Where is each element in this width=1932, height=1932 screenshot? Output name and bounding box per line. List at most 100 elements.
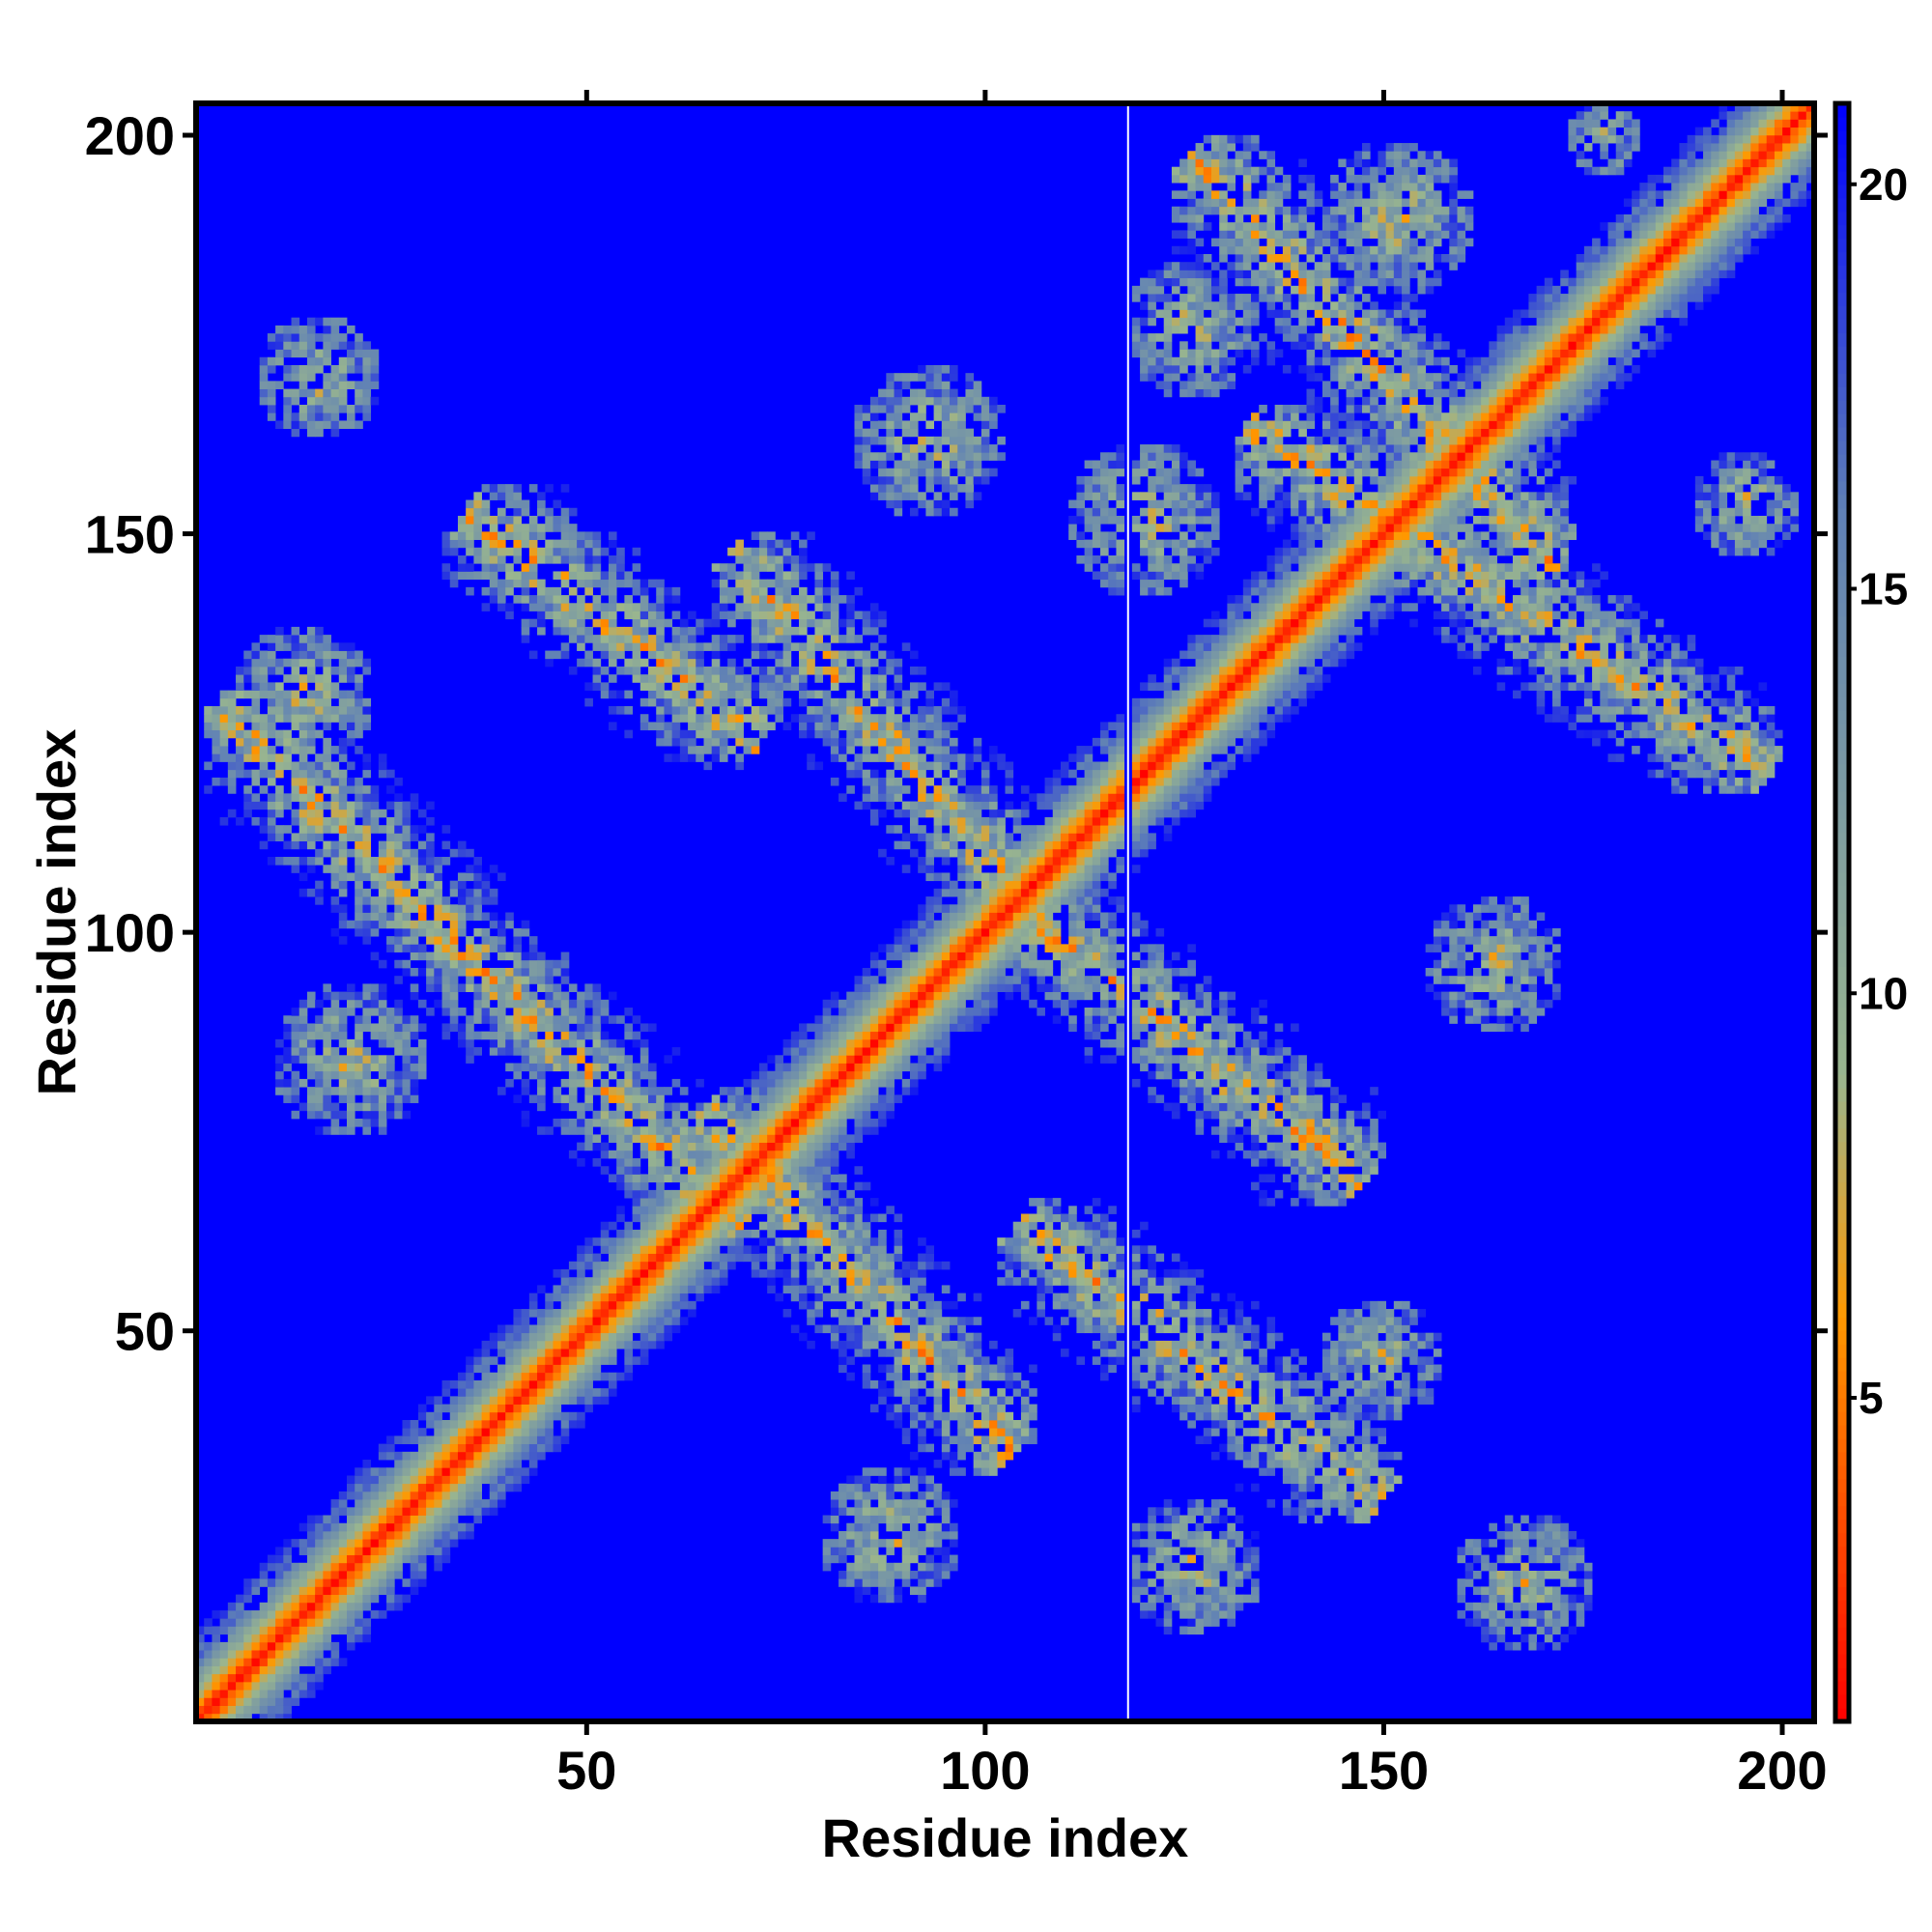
heatmap-cell <box>355 1118 363 1127</box>
heatmap-cell <box>862 460 871 469</box>
heatmap-cell <box>370 927 380 937</box>
heatmap-cell <box>370 1118 380 1127</box>
heatmap-cell <box>330 1522 340 1532</box>
heatmap-cell <box>283 1547 292 1555</box>
heatmap-cell <box>592 1356 602 1365</box>
heatmap-cell <box>743 1118 753 1127</box>
heatmap-cell <box>577 539 585 549</box>
heatmap-cell <box>243 793 252 802</box>
heatmap-cell <box>449 1008 459 1016</box>
heatmap-cell <box>489 547 498 556</box>
heatmap-cell <box>378 753 387 762</box>
heatmap-cell <box>521 571 530 581</box>
heatmap-cell <box>894 475 903 485</box>
heatmap-cell <box>878 1268 887 1278</box>
heatmap-cell <box>434 1499 442 1508</box>
heatmap-cell <box>782 539 792 549</box>
heatmap-cell <box>799 1118 808 1127</box>
heatmap-cell <box>315 857 324 866</box>
heatmap-cell <box>291 1571 300 1579</box>
heatmap-cell <box>275 706 284 715</box>
heatmap-cell <box>751 1206 760 1214</box>
heatmap-cell <box>338 341 348 350</box>
heatmap-cell <box>330 840 340 850</box>
heatmap-cell <box>298 1522 308 1532</box>
heatmap-cell <box>600 635 610 643</box>
heatmap-cell <box>553 524 562 532</box>
heatmap-cell <box>830 1499 839 1508</box>
heatmap-cell <box>878 1063 887 1072</box>
heatmap-cell <box>894 722 903 731</box>
heatmap-cell <box>918 1070 926 1080</box>
heatmap-cell <box>735 674 744 683</box>
heatmap-cell <box>521 952 530 961</box>
heatmap-cell <box>521 1349 530 1357</box>
heatmap-cell <box>236 666 244 675</box>
heatmap-cell <box>283 729 292 739</box>
heatmap-cell <box>267 396 276 406</box>
heatmap-cell <box>497 1023 506 1033</box>
heatmap-cell <box>632 642 641 651</box>
heatmap-cell <box>323 1055 331 1064</box>
heatmap-cell <box>869 1404 879 1413</box>
heatmap-cell <box>577 555 585 564</box>
heatmap-cell <box>782 1063 792 1072</box>
heatmap-cell <box>505 1015 514 1024</box>
heatmap-cell <box>505 1435 514 1445</box>
heatmap-cell <box>497 1087 506 1095</box>
heatmap-cell <box>886 373 895 382</box>
heatmap-cell <box>417 1428 427 1436</box>
heatmap-cell <box>799 1063 808 1072</box>
heatmap-cell <box>466 531 474 540</box>
heatmap-cell <box>918 991 926 1001</box>
heatmap-cell <box>466 1530 474 1540</box>
heatmap-cell <box>291 1697 300 1706</box>
heatmap-cell <box>378 1562 387 1572</box>
heatmap-cell <box>402 1428 412 1436</box>
heatmap-cell <box>545 524 554 532</box>
heatmap-cell <box>616 1340 625 1350</box>
heatmap-cell <box>639 1063 649 1072</box>
heatmap-cell <box>711 1181 721 1191</box>
heatmap-cell <box>306 746 316 754</box>
heatmap-cell <box>441 904 451 913</box>
heatmap-cell <box>386 888 395 897</box>
heatmap-cell <box>830 1198 839 1207</box>
heatmap-cell <box>378 1063 387 1072</box>
heatmap-cell <box>846 729 855 739</box>
heatmap-cell <box>323 1586 331 1596</box>
heatmap-cell <box>362 697 372 707</box>
heatmap-cell <box>355 1571 363 1579</box>
heatmap-cell <box>489 967 498 977</box>
heatmap-cell <box>402 880 412 890</box>
heatmap-cell <box>298 793 308 802</box>
heatmap-cell <box>568 1078 578 1088</box>
heatmap-cell <box>370 865 380 873</box>
heatmap-cell <box>886 1404 895 1413</box>
heatmap-cell <box>528 579 538 588</box>
heatmap-cell <box>355 1578 363 1587</box>
heatmap-cell <box>410 1491 419 1500</box>
heatmap-cell <box>466 896 474 905</box>
heatmap-cell <box>560 952 570 961</box>
heatmap-cell <box>505 579 514 588</box>
heatmap-cell <box>386 825 395 834</box>
heatmap-cell <box>846 1055 855 1064</box>
heatmap-cell <box>417 1547 427 1555</box>
heatmap-cell <box>790 1094 800 1103</box>
heatmap-cell <box>814 1181 824 1191</box>
heatmap-cell <box>743 603 753 611</box>
heatmap-cell <box>838 1102 847 1112</box>
heatmap-cell <box>886 412 895 421</box>
heatmap-cell <box>537 1404 546 1413</box>
heatmap-cell <box>315 626 324 636</box>
heatmap-cell <box>656 1150 665 1159</box>
heatmap-cell <box>925 872 934 882</box>
heatmap-cell <box>814 1015 824 1024</box>
heatmap-cell <box>204 729 213 739</box>
heatmap-cell <box>878 1332 887 1342</box>
heatmap-cell <box>236 1697 244 1706</box>
heatmap-cell <box>497 603 506 611</box>
heatmap-cell <box>830 579 839 588</box>
heatmap-cell <box>362 816 372 826</box>
